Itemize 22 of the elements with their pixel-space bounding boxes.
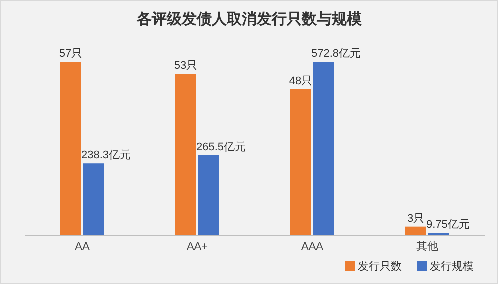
data-label: 3只	[407, 212, 425, 225]
data-label: 57只	[59, 48, 83, 60]
data-label: 48只	[289, 75, 313, 88]
bar	[60, 62, 82, 236]
data-label: 9.75亿元	[426, 219, 470, 232]
chart-title: 各评级发债人取消发行只数与规模	[136, 11, 363, 28]
bar	[406, 226, 426, 236]
bar	[290, 89, 312, 236]
legend-label: 发行只数	[358, 261, 402, 273]
x-tick-label: AA+	[186, 241, 208, 253]
data-label: 572.8亿元	[312, 48, 362, 60]
x-tick-label: 其他	[416, 240, 438, 253]
x-tick-label: AAA	[301, 241, 324, 253]
legend-label: 发行规模	[430, 261, 474, 273]
x-tick-label: AA	[75, 241, 90, 253]
data-label: 265.5亿元	[196, 141, 246, 154]
bar	[198, 155, 220, 236]
bar	[84, 164, 104, 236]
bar	[314, 62, 334, 236]
data-label: 238.3亿元	[82, 150, 132, 162]
data-label: 53只	[174, 60, 198, 72]
bar	[176, 74, 196, 236]
